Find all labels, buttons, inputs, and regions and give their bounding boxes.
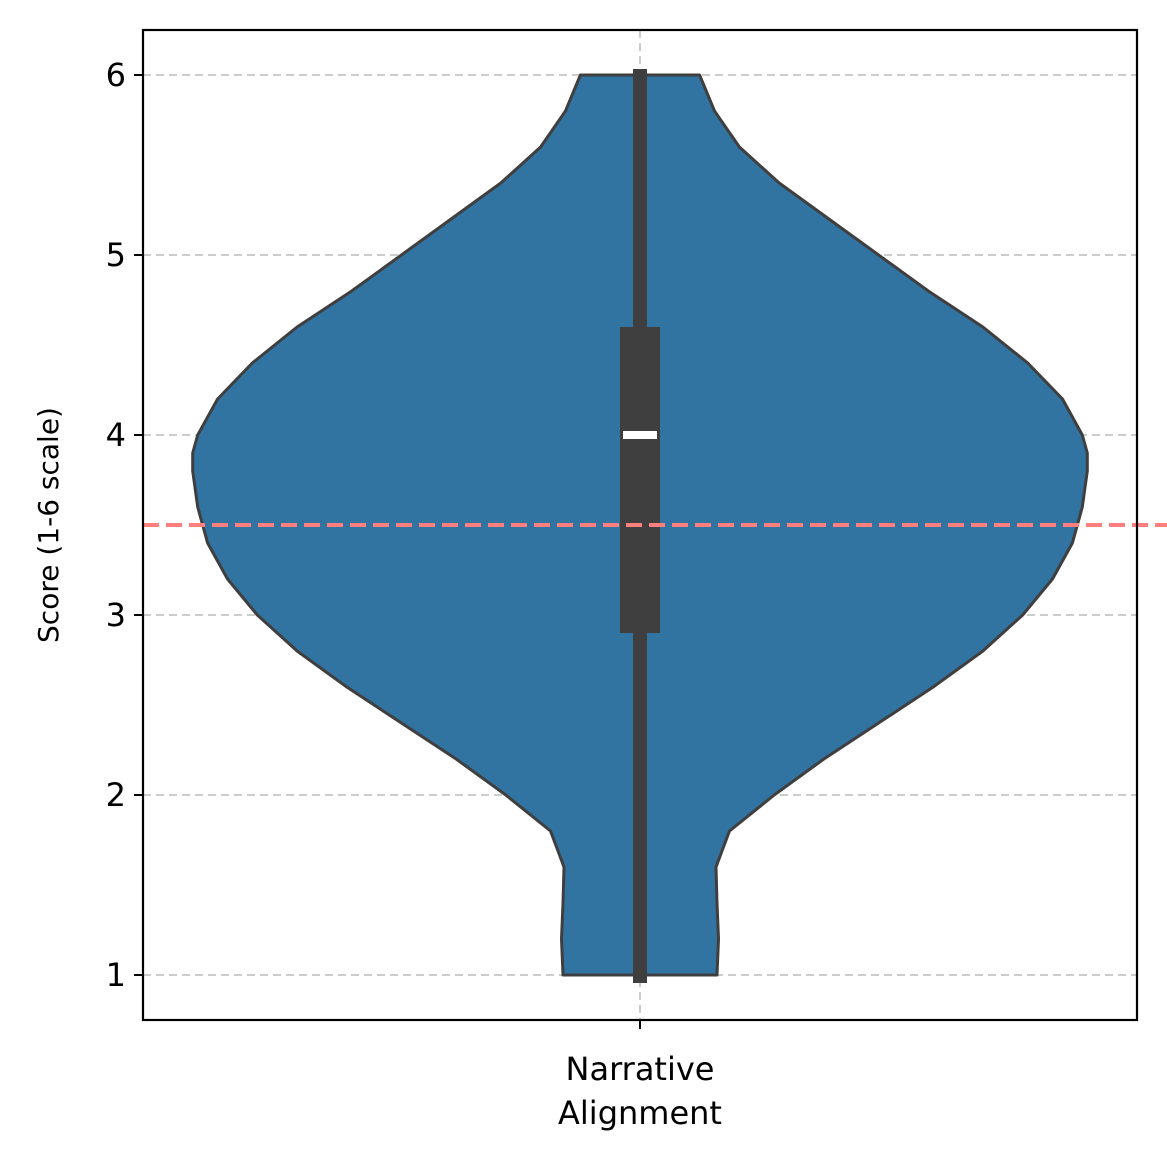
y-tick-label-5: 5 xyxy=(106,236,126,274)
iqr-box xyxy=(620,327,660,633)
y-tick-label-3: 3 xyxy=(106,596,126,634)
axis-layer: 1 2 3 4 5 6 Narrative Alignment xyxy=(106,56,722,1132)
x-tick-label-0: Narrative Alignment xyxy=(558,1050,722,1132)
y-tick-label-1: 1 xyxy=(106,956,126,994)
y-axis-label: Score (1-6 scale) xyxy=(32,407,65,643)
y-tick-label-6: 6 xyxy=(106,56,126,94)
y-tick-label-4: 4 xyxy=(106,416,126,454)
y-tick-label-2: 2 xyxy=(106,776,126,814)
